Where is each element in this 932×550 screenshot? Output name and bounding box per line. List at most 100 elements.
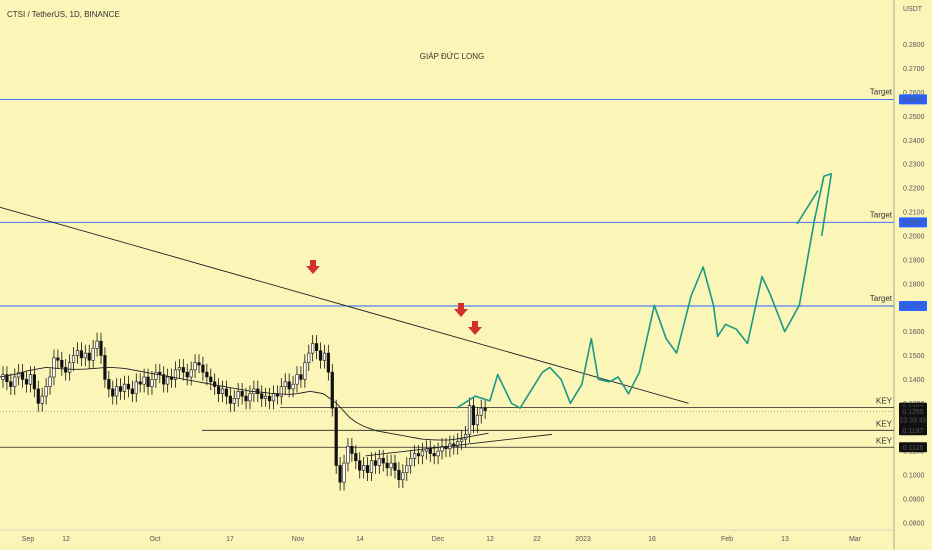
candle-body bbox=[354, 453, 358, 461]
candle-body bbox=[299, 374, 303, 380]
candle-body bbox=[79, 350, 83, 359]
candle-body bbox=[60, 359, 64, 368]
time-tick-label: 2023 bbox=[575, 536, 591, 543]
price-tick-label: 0.0800 bbox=[903, 520, 925, 527]
target-label: Target bbox=[870, 210, 893, 219]
time-tick-label: Oct bbox=[150, 536, 161, 543]
current-price-badge bbox=[899, 406, 927, 426]
candle-countdown: 23:39:45 bbox=[899, 418, 926, 425]
candle-body bbox=[381, 457, 385, 464]
candle-body bbox=[475, 414, 479, 426]
time-tick-label: Sep bbox=[22, 536, 35, 543]
candle-body bbox=[295, 374, 299, 385]
candle-body bbox=[287, 381, 291, 390]
candle-body bbox=[334, 407, 338, 466]
target-label: Target bbox=[870, 294, 893, 303]
candle-body bbox=[162, 374, 166, 385]
candle-body bbox=[432, 453, 436, 457]
candle-body bbox=[130, 388, 134, 395]
price-tick-label: 0.1500 bbox=[903, 353, 925, 360]
candle-body bbox=[428, 448, 432, 454]
price-tick-label: 0.1000 bbox=[903, 473, 925, 480]
symbol-header: CTSI / TetherUS, 1D, BINANCE bbox=[7, 10, 120, 19]
candle-body bbox=[40, 395, 44, 404]
candle-body bbox=[95, 340, 99, 349]
price-tick-label: 0.2400 bbox=[903, 138, 925, 145]
candle-body bbox=[48, 376, 52, 387]
chart-title: GIÁP ĐỨC LONG bbox=[420, 52, 484, 61]
candle-body bbox=[436, 450, 440, 457]
candle-body bbox=[142, 376, 146, 385]
candle-body bbox=[91, 348, 95, 361]
candle-body bbox=[13, 376, 17, 387]
candle-body bbox=[56, 357, 60, 361]
candle-body bbox=[365, 465, 370, 473]
candle-body bbox=[201, 364, 205, 373]
price-tick-label: 0.2300 bbox=[903, 162, 925, 169]
candle-body bbox=[150, 379, 154, 387]
price-tick-label: 0.2500 bbox=[903, 114, 925, 121]
down-arrow-marker bbox=[468, 321, 482, 335]
candle-body bbox=[17, 371, 21, 378]
projected-price-path bbox=[456, 173, 833, 409]
candle-body bbox=[409, 457, 413, 466]
candle-body bbox=[87, 352, 91, 361]
candle-body bbox=[479, 407, 483, 416]
key-label: KEY bbox=[876, 397, 893, 406]
candle-body bbox=[71, 355, 76, 363]
candle-body bbox=[240, 391, 244, 397]
price-tick-label: 0.1400 bbox=[903, 377, 925, 384]
candle-body bbox=[36, 388, 40, 404]
time-tick-label: Mar bbox=[849, 536, 862, 543]
candle-body bbox=[267, 395, 272, 402]
key-price-badge bbox=[899, 442, 927, 453]
candle-body bbox=[24, 379, 29, 385]
currency-label: USDT bbox=[903, 6, 923, 13]
candle-body bbox=[330, 371, 334, 409]
candle-body bbox=[213, 381, 217, 387]
target-price-badge bbox=[899, 217, 927, 228]
candle-body bbox=[138, 381, 142, 385]
candle-body bbox=[346, 446, 350, 464]
candle-body bbox=[307, 352, 311, 363]
key-label: KEY bbox=[876, 436, 893, 445]
candle-body bbox=[107, 379, 111, 390]
time-tick-label: 17 bbox=[226, 536, 234, 543]
candle-body bbox=[440, 446, 444, 452]
candle-body bbox=[416, 453, 421, 457]
candle-body bbox=[217, 386, 221, 395]
key-price-badge bbox=[899, 425, 927, 436]
moving-average-line bbox=[0, 366, 489, 441]
candle-body bbox=[279, 386, 283, 397]
candle-body bbox=[318, 350, 323, 361]
price-tick-label: 0.1900 bbox=[903, 257, 925, 264]
candle-body bbox=[205, 371, 209, 378]
target-price-text: 0.2571 bbox=[902, 97, 924, 104]
candle-body bbox=[389, 462, 393, 469]
candle-body bbox=[75, 350, 80, 356]
candle-body bbox=[166, 376, 170, 385]
price-tick-label: 0.2800 bbox=[903, 42, 925, 49]
candle-body bbox=[28, 374, 33, 385]
key-price-text: 0.1187 bbox=[903, 428, 924, 435]
candle-body bbox=[291, 383, 295, 390]
candle-body bbox=[471, 405, 476, 426]
candle-body bbox=[342, 462, 346, 483]
candle-body bbox=[401, 472, 405, 481]
time-tick-label: 22 bbox=[533, 536, 541, 543]
candle-body bbox=[115, 386, 119, 397]
current-price-text: 0.1265 bbox=[902, 409, 924, 416]
candle-body bbox=[260, 393, 264, 399]
candle-body bbox=[181, 367, 185, 373]
candle-body bbox=[9, 381, 13, 387]
time-tick-label: 12 bbox=[486, 536, 494, 543]
candle-body bbox=[373, 460, 378, 466]
candle-body bbox=[397, 469, 401, 481]
candle-body bbox=[32, 374, 36, 390]
candle-body bbox=[467, 405, 472, 435]
target-label: Target bbox=[870, 87, 893, 96]
candle-body bbox=[228, 395, 232, 404]
candle-body bbox=[44, 386, 48, 397]
